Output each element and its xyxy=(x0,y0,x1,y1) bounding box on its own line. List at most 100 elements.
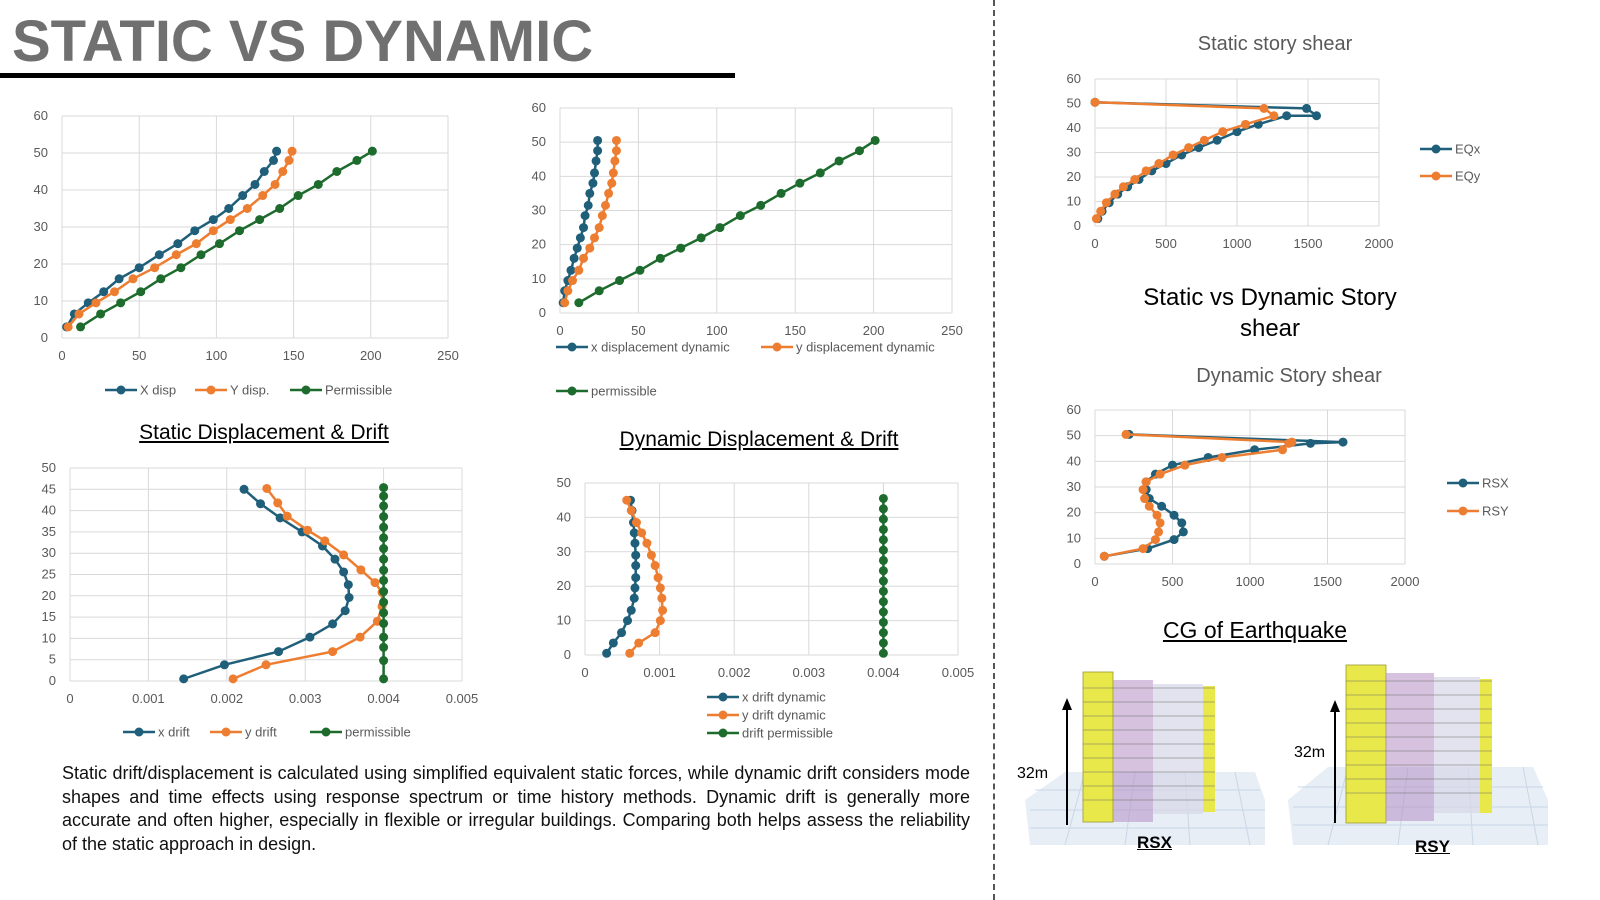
legend-label: RSX xyxy=(1482,476,1509,491)
series-y-displacement-dynamic xyxy=(560,135,621,308)
y-tick-label: 50 xyxy=(42,460,56,475)
data-point xyxy=(313,179,323,189)
legend-label: y displacement dynamic xyxy=(796,340,935,355)
y-tick-label: 10 xyxy=(34,293,48,308)
data-point xyxy=(756,200,766,210)
data-point xyxy=(568,276,578,286)
legend-entry-rsx: RSX xyxy=(1447,476,1509,491)
chart-title: Static story shear xyxy=(1198,33,1353,55)
data-point xyxy=(579,223,589,233)
data-point xyxy=(1312,111,1322,121)
y-tick-label: 50 xyxy=(557,475,571,490)
data-point xyxy=(256,499,266,509)
data-point xyxy=(579,253,589,263)
y-tick-label: 25 xyxy=(42,567,56,582)
x-tick-label: 100 xyxy=(706,323,728,338)
legend-label: y drift dynamic xyxy=(742,708,826,723)
data-point xyxy=(109,287,119,297)
x-tick-label: 50 xyxy=(631,323,645,338)
data-point xyxy=(604,188,614,198)
data-point xyxy=(629,528,639,538)
x-tick-label: 200 xyxy=(863,323,885,338)
data-point xyxy=(272,146,282,156)
data-point xyxy=(631,518,641,528)
data-point xyxy=(191,239,201,249)
legend-swatch-marker xyxy=(718,692,728,702)
data-point xyxy=(76,322,86,332)
data-point xyxy=(379,522,389,532)
x-tick-label: 0 xyxy=(1091,236,1098,251)
data-point xyxy=(228,674,238,684)
data-point xyxy=(594,223,604,233)
data-point xyxy=(1168,150,1178,160)
data-point xyxy=(208,215,218,225)
data-point xyxy=(379,642,389,652)
data-point xyxy=(356,565,366,575)
data-point xyxy=(261,660,271,670)
data-point xyxy=(303,525,313,535)
legend-entry-drift-permissible: drift permissible xyxy=(707,726,833,741)
data-point xyxy=(242,204,252,213)
data-point xyxy=(878,607,888,617)
data-point xyxy=(171,250,181,260)
data-point xyxy=(631,550,641,560)
data-point xyxy=(91,298,101,308)
data-point xyxy=(1169,535,1179,545)
data-point xyxy=(593,135,603,145)
data-point xyxy=(1278,445,1288,455)
data-point xyxy=(563,286,573,296)
dynamic-story-shear-chart: 0 500 1000 1500 2000 0 10 20 30 40 50 60 Dynamic Sto… xyxy=(1067,365,1510,589)
data-point xyxy=(258,191,268,201)
x-tick-label: 500 xyxy=(1162,574,1184,589)
data-point xyxy=(637,528,647,538)
legend-label: x drift xyxy=(158,725,190,740)
series-x-drift-dynamic xyxy=(602,495,641,658)
x-tick-label: 1000 xyxy=(1223,236,1252,251)
data-point xyxy=(658,605,668,615)
y-tick-label: 20 xyxy=(42,588,56,603)
legend-entry-y-disp: Y disp. xyxy=(195,383,270,398)
legend-entry-x-displacement-dynamic: x displacement dynamic xyxy=(556,340,730,355)
legend-entry-x-disp: X disp xyxy=(105,383,176,398)
data-point xyxy=(583,200,593,210)
data-point xyxy=(239,484,249,494)
data-point xyxy=(1144,501,1154,511)
data-point xyxy=(623,616,633,626)
data-point xyxy=(96,309,106,319)
data-point xyxy=(572,243,582,253)
data-point xyxy=(585,188,595,198)
legend-label: x displacement dynamic xyxy=(591,340,730,355)
static-vs-dynamic-shear-heading: Static vs Dynamic Story shear xyxy=(1143,284,1397,342)
data-point xyxy=(574,298,584,308)
legend-swatch-marker xyxy=(718,728,728,738)
data-point xyxy=(696,233,706,243)
rsx-building-model-image xyxy=(1025,671,1265,846)
data-point xyxy=(1150,535,1160,545)
series-line xyxy=(563,140,618,304)
series-y-drift xyxy=(228,483,387,684)
legend-label: permissible xyxy=(591,384,657,399)
legend-swatch-marker xyxy=(567,386,577,396)
data-point xyxy=(589,233,599,243)
series-permissible xyxy=(574,135,880,308)
y-tick-label: 50 xyxy=(532,134,546,149)
data-point xyxy=(1305,438,1315,448)
legend-label: X disp xyxy=(140,383,176,398)
data-point xyxy=(275,513,285,523)
data-point xyxy=(1168,460,1177,470)
legend-swatch-marker xyxy=(1431,144,1441,154)
data-point xyxy=(631,573,641,583)
legend-swatch-marker xyxy=(1458,506,1468,516)
rsy-label: RSY xyxy=(1415,837,1450,856)
y-tick-label: 0 xyxy=(539,305,546,320)
series-drift-permissible xyxy=(878,493,888,658)
series-y-drift-dynamic xyxy=(622,495,668,658)
data-point xyxy=(585,243,595,253)
legend-entry-x-drift-dynamic: x drift dynamic xyxy=(707,690,826,705)
data-point xyxy=(655,583,665,593)
legend-swatch-marker xyxy=(1458,478,1468,488)
data-point xyxy=(611,146,621,156)
data-point xyxy=(99,287,109,297)
legend-label: drift permissible xyxy=(742,726,833,741)
y-tick-label: 0 xyxy=(564,647,571,662)
